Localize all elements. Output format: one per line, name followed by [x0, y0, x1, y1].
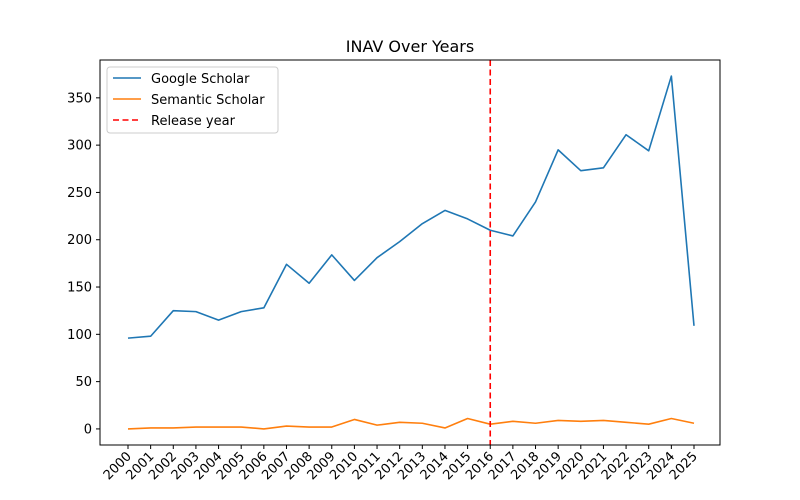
legend: Google Scholar Semantic Scholar Release ye…: [107, 67, 278, 133]
y-tick-label: 150: [67, 281, 92, 296]
y-tick-label: 100: [67, 328, 92, 343]
series-line-semantic-scholar: [128, 419, 694, 429]
y-tick-label: 0: [84, 422, 92, 437]
y-tick-label: 200: [67, 233, 92, 248]
y-axis: 0 50 100 150 200 250 300 350: [67, 91, 100, 437]
y-tick-label: 350: [67, 91, 92, 106]
legend-label-release-year: Release year: [151, 114, 236, 129]
legend-label-google-scholar: Google Scholar: [151, 72, 250, 87]
y-tick-label: 250: [67, 186, 92, 201]
x-axis: 2000200120022003200420052006200720082009…: [101, 445, 701, 483]
y-tick-label: 50: [75, 375, 92, 390]
legend-label-semantic-scholar: Semantic Scholar: [151, 93, 265, 108]
y-tick-label: 300: [67, 139, 92, 154]
chart-title: INAV Over Years: [346, 37, 474, 56]
